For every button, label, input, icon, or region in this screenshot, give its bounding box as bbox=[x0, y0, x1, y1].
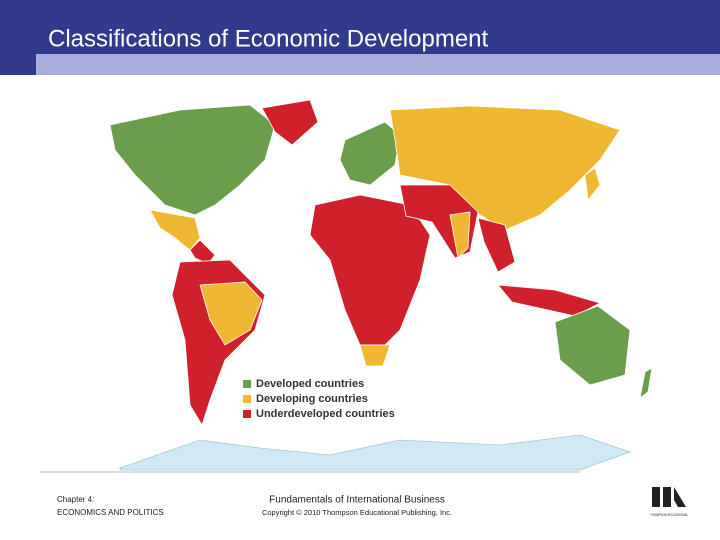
logo-bar bbox=[652, 487, 660, 507]
india bbox=[449, 211, 471, 259]
north-america bbox=[109, 104, 276, 216]
publisher-logo: THOMPSON EDUCATIONAL bbox=[650, 487, 689, 517]
southeast-asia bbox=[477, 217, 516, 273]
title-bar bbox=[0, 0, 720, 54]
title-strip-corner bbox=[0, 54, 36, 75]
africa bbox=[309, 194, 431, 346]
book-title: Fundamentals of International Business bbox=[269, 495, 445, 506]
title-strip bbox=[0, 54, 720, 75]
legend-label: Developing countries bbox=[256, 393, 368, 405]
slide-title: Classifications of Economic Development bbox=[48, 25, 489, 52]
japan bbox=[584, 167, 601, 201]
antarctica bbox=[119, 434, 631, 471]
legend-label: Underdeveloped countries bbox=[256, 408, 395, 420]
legend-swatch bbox=[243, 380, 251, 388]
world-map bbox=[109, 99, 653, 471]
legend-swatch bbox=[243, 395, 251, 403]
greenland bbox=[261, 99, 319, 146]
australia bbox=[554, 305, 631, 386]
eurasia bbox=[389, 105, 621, 231]
chapter-label: Chapter 4: bbox=[57, 495, 94, 504]
copyright: Copyright © 2010 Thompson Educational Pu… bbox=[262, 508, 452, 517]
south-africa bbox=[359, 344, 391, 367]
new-zealand bbox=[639, 367, 653, 399]
europe bbox=[339, 121, 401, 186]
legend-label: Developed countries bbox=[256, 378, 364, 390]
legend: Developed countries Developing countries U… bbox=[243, 378, 395, 420]
logo-text: THOMPSON EDUCATIONAL bbox=[650, 512, 689, 517]
chapter-title: ECONOMICS AND POLITICS bbox=[57, 508, 164, 517]
brazil bbox=[199, 281, 263, 346]
legend-swatch bbox=[243, 410, 251, 418]
logo-bar bbox=[663, 487, 671, 507]
logo-mark bbox=[674, 487, 686, 507]
central-america bbox=[189, 239, 216, 265]
